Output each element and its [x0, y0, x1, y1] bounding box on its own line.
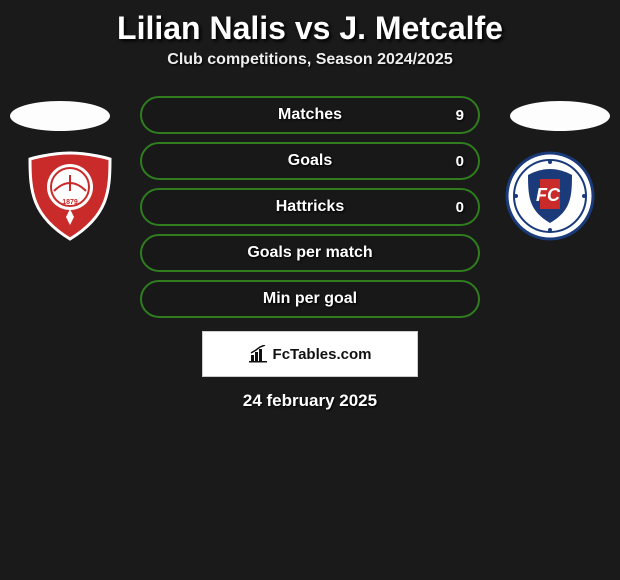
- page-title: Lilian Nalis vs J. Metcalfe: [0, 0, 620, 51]
- date-label: 24 february 2025: [0, 391, 620, 411]
- stat-label: Goals per match: [247, 244, 372, 262]
- stat-label: Matches: [278, 106, 342, 124]
- player-left-silhouette: [10, 101, 110, 131]
- club-badge-right: FC: [500, 151, 600, 241]
- stat-row-hattricks: Hattricks 0: [140, 188, 480, 226]
- stat-label: Hattricks: [276, 198, 344, 216]
- svg-text:1879: 1879: [62, 199, 78, 206]
- stat-right-value: 9: [456, 107, 464, 124]
- player-right-silhouette: [510, 101, 610, 131]
- stat-label: Min per goal: [263, 290, 357, 308]
- stat-right-value: 0: [456, 199, 464, 216]
- subtitle: Club competitions, Season 2024/2025: [0, 51, 620, 91]
- club-badge-left: 1879: [20, 151, 120, 241]
- stats-list: Matches 9 Goals 0 Hattricks 0 Goals per …: [140, 96, 480, 326]
- attribution-text: FcTables.com: [273, 346, 372, 363]
- stat-row-goals: Goals 0: [140, 142, 480, 180]
- stat-right-value: 0: [456, 153, 464, 170]
- svg-text:FC: FC: [536, 185, 561, 205]
- stat-row-min-per-goal: Min per goal: [140, 280, 480, 318]
- stat-label: Goals: [288, 152, 332, 170]
- chart-icon: [249, 345, 269, 363]
- stat-row-goals-per-match: Goals per match: [140, 234, 480, 272]
- attribution-badge: FcTables.com: [202, 331, 418, 377]
- stat-row-matches: Matches 9: [140, 96, 480, 134]
